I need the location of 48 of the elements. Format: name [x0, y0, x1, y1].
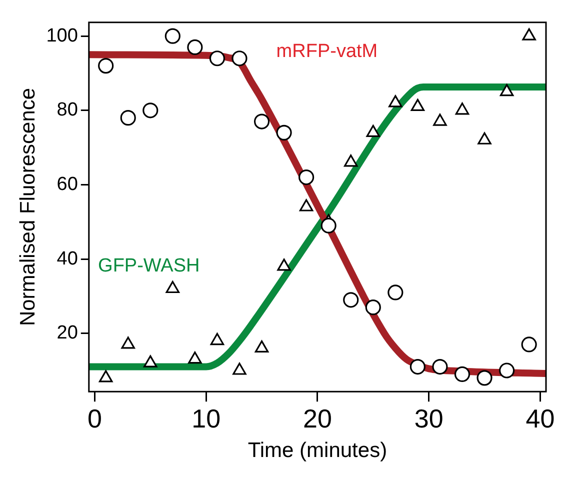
x-tick-label: 20: [302, 403, 332, 434]
point: [455, 102, 470, 115]
point: [232, 362, 246, 375]
x-tick-label: 0: [87, 403, 102, 434]
text: GFP-WASH: [98, 255, 200, 276]
point: [299, 199, 314, 212]
y-tick-label: 60: [56, 174, 78, 195]
point: [522, 28, 536, 40]
point: [410, 358, 426, 375]
point: [521, 336, 537, 352]
y-tick-label: 80: [56, 100, 78, 121]
y-axis-title: Normalised Fluorescence: [16, 88, 40, 326]
y-tick-label: 100: [46, 25, 78, 46]
point: [298, 169, 314, 186]
point: [277, 258, 291, 271]
series-label: mRFP-vatM: [276, 41, 378, 62]
y-tick-label: 40: [56, 248, 78, 270]
point: [432, 358, 448, 375]
point: [366, 124, 380, 137]
x-tick-label: 40: [526, 403, 555, 434]
point: [232, 50, 248, 66]
point: [498, 362, 515, 378]
point: [98, 370, 113, 382]
point: [388, 284, 404, 300]
point: [144, 355, 158, 368]
point: [188, 352, 202, 364]
point: [166, 280, 180, 294]
point: [365, 300, 381, 316]
point: [478, 132, 492, 144]
point: [410, 98, 425, 111]
point: [476, 370, 492, 386]
x-tick-label: 10: [192, 403, 221, 434]
point: [210, 332, 224, 346]
point: [454, 366, 470, 382]
x-axis-title: Time (minutes): [248, 439, 388, 462]
point: [254, 340, 269, 352]
point: [344, 154, 358, 167]
point: [209, 50, 226, 66]
point: [121, 336, 135, 349]
point: [433, 114, 447, 126]
point: [388, 95, 402, 108]
point: [187, 39, 203, 56]
point: [500, 84, 514, 96]
point: [276, 124, 292, 140]
point: [320, 218, 336, 234]
y-tick-label: 20: [56, 322, 78, 344]
point: [98, 58, 114, 74]
x-tick-label: 30: [414, 403, 444, 434]
